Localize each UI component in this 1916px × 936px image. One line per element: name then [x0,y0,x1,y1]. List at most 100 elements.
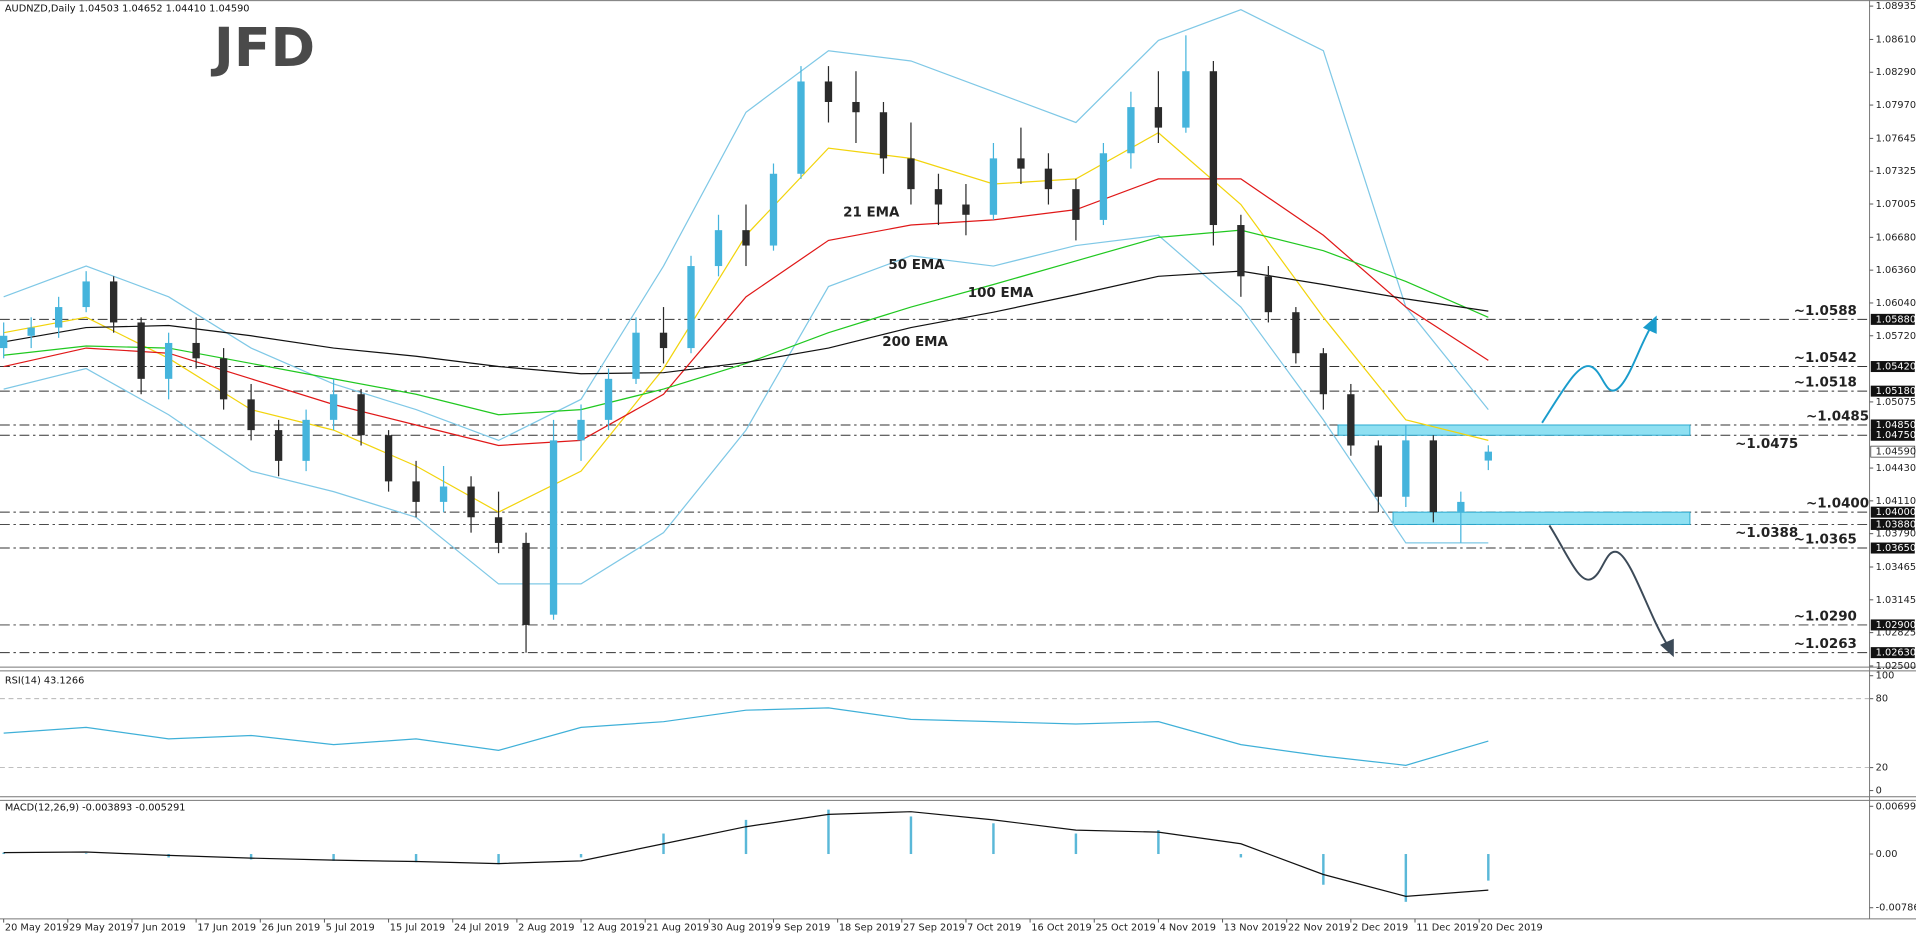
candle-body [879,112,888,159]
candle-body [1402,440,1410,497]
y-tick-label: 1.08290 [1876,67,1916,78]
y-tick-label: 1.03145 [1876,595,1916,606]
line-series [3,234,1489,585]
macd-bar [2,852,5,855]
candle-body [1017,158,1025,169]
y-tick-label: -0.007866 [1876,903,1916,914]
level-label: ~1.0475 [1735,437,1798,452]
level-tag: 1.03650 [1876,543,1916,554]
macd-bar [414,854,418,863]
candle-body [109,281,118,323]
level-tag: 1.03880 [1876,519,1916,530]
x-tick-label: 7 Oct 2019 [967,922,1021,933]
level-tag-box [1870,619,1915,631]
candle-body [1457,501,1465,513]
macd-bar [744,819,748,855]
level-tag-box [1870,518,1915,530]
candle-body [714,230,723,267]
candle-body [1044,168,1053,190]
y-tick-label: 0.006992 [1876,801,1916,812]
last-price-box [1870,445,1916,458]
candle-body [467,486,475,518]
line-series [3,707,1489,766]
level-label: ~1.0542 [1794,351,1857,366]
last-price-tag: 1.04590 [1876,447,1916,458]
y-tick-label: 1.02825 [1876,628,1916,639]
candle-body [907,158,915,190]
candle-body [1429,440,1437,513]
ema-line [3,178,1489,447]
candle-body [824,81,833,102]
level-tag: 1.02900 [1876,620,1916,631]
y-tick-label: 1.04110 [1876,496,1916,507]
x-tick-label: 25 Oct 2019 [1095,922,1155,933]
candle-body [852,101,860,113]
scenario-arrows [1541,315,1674,658]
zone [1337,424,1691,436]
x-tick-label: 26 Jun 2019 [261,922,320,933]
logo: JFD [210,16,315,79]
y-tick-label: 1.07325 [1876,166,1916,177]
candle-body [1182,71,1190,128]
level-tag-box [1870,429,1915,441]
candle-body [82,281,90,308]
zone [1392,511,1691,525]
ema-label: 50 EMA [888,258,945,273]
x-tick-label: 21 Aug 2019 [646,922,709,933]
candle-body [989,158,998,215]
candle-body [1484,451,1492,461]
y-tick-label: 1.05720 [1876,331,1916,342]
y-tick-label: 1.06040 [1876,298,1916,309]
level-label: ~1.0518 [1794,376,1857,391]
candle-body [274,430,283,461]
macd-bar [1157,830,1160,855]
candle-body [1072,189,1080,220]
y-tick-label: 1.05075 [1876,397,1916,408]
level-tag: 1.02630 [1876,648,1916,659]
y-tick-label: 1.08935 [1876,1,1916,12]
macd-bar [1487,854,1490,881]
candle-body [27,327,35,336]
candle-body [357,394,365,436]
ema-label: 21 EMA [843,206,900,221]
x-tick-label: 27 Sep 2019 [903,922,965,933]
x-tick-label: 16 Oct 2019 [1031,922,1091,933]
macd-bar [1239,854,1243,858]
level-label: ~1.0588 [1794,304,1857,319]
level-tag: 1.04000 [1876,507,1916,518]
candle-body [659,332,668,349]
candle-body [54,307,63,328]
candle-body [1209,71,1218,226]
x-tick-label: 11 Dec 2019 [1416,922,1478,933]
level-tag-box [1870,385,1915,397]
x-tick-label: 13 Nov 2019 [1224,922,1287,933]
ema-label: 200 EMA [882,335,948,350]
candle-body [797,81,805,174]
macd-bar [827,809,830,855]
candle-body [1319,353,1328,395]
level-tag: 1.05420 [1876,362,1916,373]
macd-bar [1404,854,1408,902]
level-label: ~1.0400 [1806,497,1869,512]
candle-body [549,440,558,615]
y-tick-label: 20 [1876,763,1888,774]
candle-body [1264,276,1273,313]
level-tag: 1.04750 [1876,430,1916,441]
candle-body [137,322,145,379]
candle-body [522,542,530,625]
macd-bar [84,853,88,855]
macd-bar [497,854,500,865]
candle-body [329,394,338,420]
level-tag-box [1870,647,1915,659]
x-tick-label: 12 Aug 2019 [582,922,645,933]
macd-bar [1322,854,1325,885]
macd-bar [1074,833,1078,855]
y-tick-label: 1.02500 [1876,661,1916,672]
candle-body [1099,153,1108,220]
level-tag-box [1870,506,1915,518]
candle-body [1237,225,1245,277]
